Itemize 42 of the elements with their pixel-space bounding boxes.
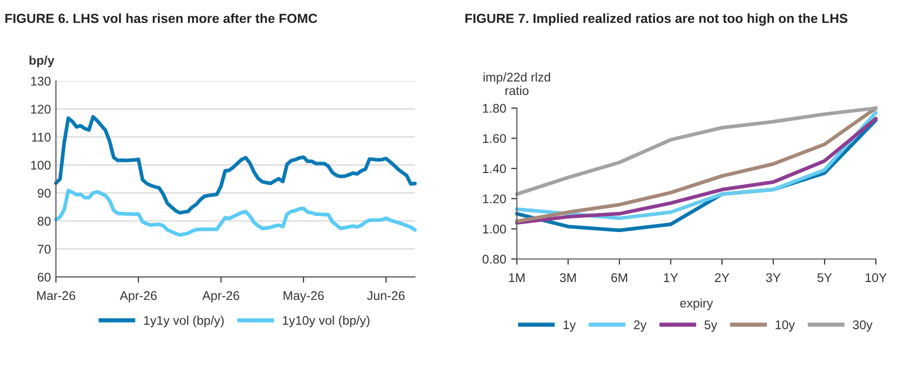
y-tick-label: 120 [31,104,51,114]
y-axis-title: imp/22d rlzd ratio [484,72,550,96]
x-tick-label: 3Y [766,273,781,282]
x-tick-label: May-26 [284,291,324,302]
x-tick-label: 3M [560,273,576,282]
y-tick-label: 130 [31,76,51,86]
x-tick-label: 2Y [714,273,730,282]
legend-label: 5y [704,320,718,332]
line-series [515,106,878,196]
y-tick-label: 1.00 [483,224,506,234]
x-tick-label: 6M [611,273,628,282]
x-axis-title: expiry [680,298,713,310]
y-tick-label: 70 [38,244,51,254]
y-tick-label: 100 [31,160,51,170]
x-tick-label: 1M [509,273,525,282]
x-tick-label: 10Y [866,273,887,282]
y-tick-label: 1.60 [483,134,506,143]
y-tick-label: 1.80 [483,104,506,113]
legend-label: 10y [776,320,795,332]
y-tick-label: 0.80 [482,254,506,264]
line-series [54,115,417,215]
x-tick-label: Apr-26 [120,291,157,302]
chart-title: FIGURE 6. LHS vol has risen more after the FOMC [5,13,318,24]
chart-title: FIGURE 7. Implied realized ratios are not too high on the LHS [465,13,848,26]
x-tick-label: Mar-26 [37,291,76,300]
legend-label: 1y1y vol (bp/y) [144,316,224,328]
y-tick-label: 80 [38,216,51,226]
y-tick-label: 110 [32,132,51,142]
x-tick-label: Apr-26 [202,291,240,302]
legend-label: 1y [564,320,576,332]
x-tick-label: Jun-26 [367,291,405,300]
y-tick-label: 60 [38,272,51,282]
y-tick-label: 1.20 [483,194,506,204]
legend-label: 2y [634,320,647,332]
y-tick-label: 1.40 [483,164,506,174]
y-axis-title: bp/y [30,56,54,68]
x-tick-label: 5Y [817,273,832,282]
legend-label: 1y10y vol (bp/y) [282,316,370,328]
legend-label: 30y [852,320,873,332]
y-tick-label: 90 [38,188,51,198]
x-tick-label: 1Y [664,273,678,282]
line-series [54,188,417,237]
